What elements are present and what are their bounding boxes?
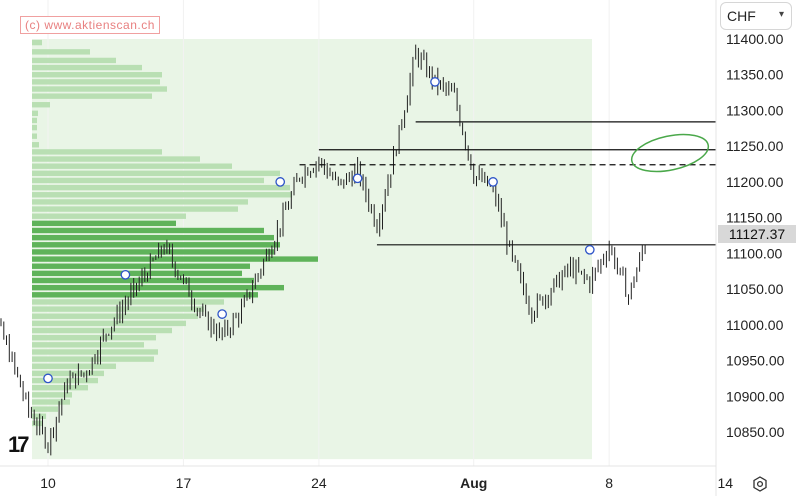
volume-profile-bar [32,117,37,124]
volume-profile-bar [32,320,186,327]
volume-profile-bar [32,142,39,148]
signal-marker [488,177,498,187]
chevron-down-icon: ▾ [778,9,784,20]
signal-marker [217,309,227,319]
volume-profile-bar [32,199,248,205]
volume-profile-bar [32,192,292,198]
volume-profile-bar [32,356,154,362]
volume-profile-bar [32,292,258,298]
signal-marker [275,177,286,187]
volume-profile-bar [32,392,72,398]
volume-profile-bar [32,284,284,291]
watermark: (c) www.aktienscan.ch [20,16,160,34]
x-tick-label: 8 [605,475,613,491]
volume-profile-bar [32,220,176,227]
volume-profile-bar [32,110,38,117]
volume-profile-bar [32,93,152,99]
volume-profile-bar [32,334,156,341]
volume-profile-bar [32,177,264,184]
signal-marker [352,173,363,184]
volume-profile-bar [32,249,274,255]
y-tick-label: 10900.00 [726,388,785,404]
volume-profile-bar [32,327,172,334]
x-tick-label: Aug [460,475,487,491]
y-axis: 10850.00 10900.00 10950.00 11000.00 11050.00… [726,31,785,440]
volume-profile-bar [32,306,204,312]
volume-profile-bar [32,363,116,369]
last-price-badge: 11127.37 [718,225,796,243]
volume-profile-bar [32,79,160,85]
volume-profile-bar [32,384,88,391]
volume-profile-bar [32,133,37,139]
volume-profile-bar [32,342,144,348]
volume-profile-bar [32,206,238,212]
x-tick-label: 10 [40,475,56,491]
highlight-ellipse [630,133,710,173]
y-tick-label: 11250.00 [726,138,784,154]
volume-profile-bar [32,39,42,46]
y-tick-label: 11100.00 [726,245,783,261]
currency-label: CHF [727,8,756,24]
y-tick-label: 11000.00 [726,317,784,333]
tradingview-logo: 17 [8,432,30,457]
y-tick-label: 11400.00 [726,31,784,47]
y-tick-label: 11150.00 [726,210,783,226]
volume-profile-bar [32,49,90,55]
volume-profile-bar [32,149,162,155]
volume-profile-bar [32,124,37,131]
y-tick-label: 10950.00 [726,353,785,369]
x-tick-label: 17 [176,475,192,491]
signal-marker [430,77,440,87]
price-bars [0,44,646,456]
volume-profile-bar [32,370,104,377]
x-tick-label: 14 [717,475,733,491]
y-tick-label: 10850.00 [726,424,785,440]
volume-profile-bar [32,406,58,412]
volume-profile-bar [32,277,254,284]
volume-profile-bar [32,234,274,241]
volume-profile [32,39,318,427]
signal-marker [120,269,131,280]
currency-selector[interactable]: CHF ▾ [720,2,792,30]
volume-profile-bar [32,170,280,177]
signal-markers [43,77,595,384]
x-tick-label: 24 [311,475,327,491]
volume-profile-bar [32,413,46,419]
y-tick-label: 11050.00 [726,281,784,297]
volume-profile-bar [32,102,50,108]
signal-marker [43,373,53,384]
volume-profile-bar [32,377,98,384]
volume-profile-bar [32,242,280,248]
volume-profile-bar [32,184,290,191]
y-tick-label: 11300.00 [726,102,784,118]
volume-profile-bar [32,270,242,277]
value-area [32,39,592,460]
volume-profile-bar [32,156,200,162]
volume-profile-bar [32,256,318,262]
support-resistance-lines [299,121,716,246]
gear-icon[interactable] [752,476,768,492]
volume-profile-bar [32,163,232,169]
volume-profile-bar [32,313,198,319]
volume-profile-bar [32,86,167,92]
volume-profile-bar [32,399,70,405]
volume-profile-bar [32,72,162,78]
y-tick-label: 11350.00 [726,67,784,83]
volume-profile-bar [32,213,186,219]
signal-marker [584,244,595,255]
y-tick-label: 11200.00 [726,174,784,190]
volume-profile-bar [32,227,264,234]
volume-profile-bar [32,64,142,71]
x-axis: 10 17 24 Aug 8 14 [40,475,733,491]
volume-profile-bar [32,57,116,64]
volume-profile-bar [32,349,158,355]
volume-profile-bar [32,263,250,269]
